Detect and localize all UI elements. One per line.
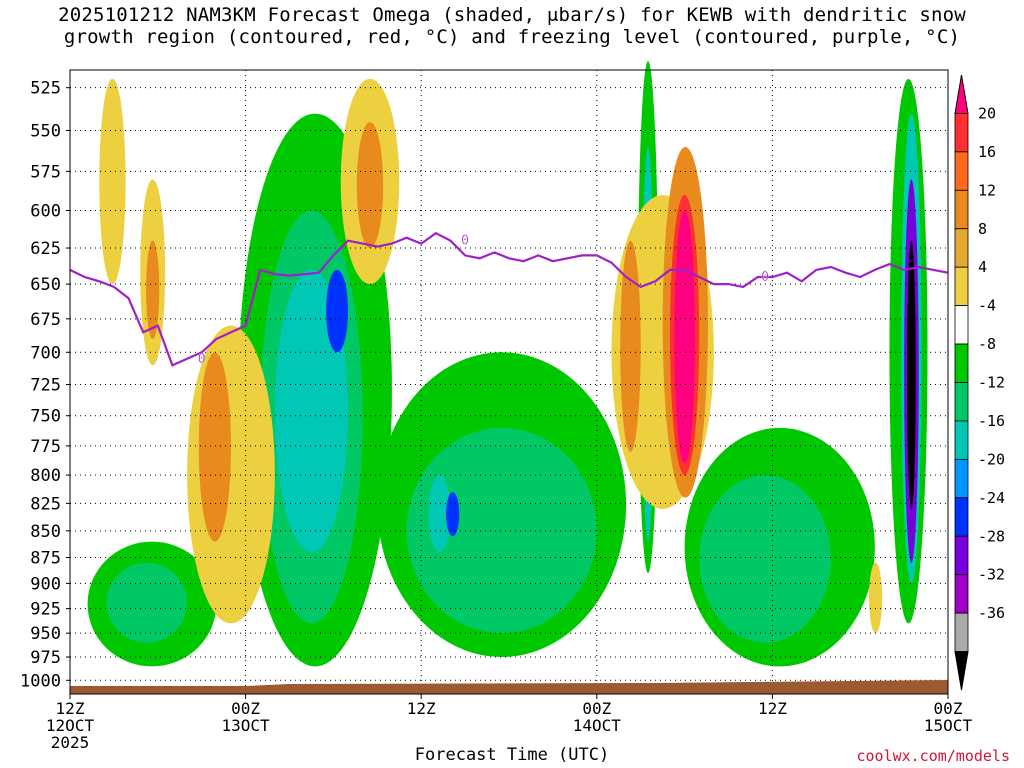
y-tick-label: 750: [30, 407, 61, 427]
y-tick-label: 775: [30, 437, 61, 457]
colorbar-label: 20: [978, 104, 996, 122]
y-tick-label: 950: [30, 624, 61, 644]
omega-shade: [428, 475, 451, 553]
colorbar-swatch: [954, 420, 969, 460]
y-tick-label: 875: [30, 548, 61, 568]
colorbar-swatch: [954, 189, 969, 230]
plot-frame: [69, 69, 949, 695]
colorbar-label: -16: [978, 412, 1005, 430]
y-tick-label: 550: [30, 121, 61, 141]
omega-shade: [699, 475, 831, 643]
x-tick-label: 12Z: [56, 699, 85, 718]
x-axis-title: Forecast Time (UTC): [414, 745, 610, 765]
x-tick-label: 00Z: [934, 699, 963, 718]
colorbar-label: -36: [978, 604, 1005, 622]
freezing-level-label: 0: [761, 270, 769, 285]
omega-shade: [406, 427, 597, 634]
colorbar-label: 8: [978, 220, 987, 238]
x-tick-label: 12OCT: [46, 716, 95, 735]
omega-shade: [868, 562, 883, 634]
x-tick-label: 2025: [51, 733, 90, 752]
y-tick-label: 675: [30, 310, 61, 330]
y-tick-label: 925: [30, 600, 61, 620]
y-tick-label: 525: [30, 79, 61, 99]
y-tick-label: 975: [30, 648, 61, 668]
freezing-level-label: 0: [461, 234, 469, 249]
colorbar-label: 12: [978, 181, 996, 199]
colorbar-label: -28: [978, 527, 1005, 545]
colorbar-label: -32: [978, 566, 1005, 584]
x-tick-label: 13OCT: [222, 716, 271, 735]
credit-link[interactable]: coolwx.com/models: [856, 747, 1010, 765]
colorbar-swatch: [954, 113, 969, 153]
colorbar-label: 4: [978, 258, 987, 276]
x-tick-label: 12Z: [407, 699, 436, 718]
y-tick-label: 625: [30, 239, 61, 259]
colorbar-label: -24: [978, 489, 1005, 507]
x-tick-label: 00Z: [231, 699, 260, 718]
omega-shade: [106, 562, 188, 643]
omega-shade: [620, 240, 641, 452]
y-tick-label: 575: [30, 162, 61, 182]
x-tick-label: 14OCT: [573, 716, 622, 735]
omega-shade: [99, 78, 126, 285]
omega-shade: [198, 352, 231, 542]
omega-shade: [674, 210, 695, 464]
colorbar-swatch: [954, 151, 969, 191]
omega-shade: [146, 240, 160, 340]
terrain-strip: [70, 680, 948, 694]
x-tick-label: 12Z: [758, 699, 787, 718]
colorbar-swatch: [954, 266, 969, 307]
chart-title: 2025101212 NAM3KM Forecast Omega (shaded…: [0, 4, 1024, 48]
colorbar-swatch: [954, 382, 969, 422]
x-tick-label: 15OCT: [924, 716, 973, 735]
omega-shade: [356, 122, 384, 249]
freezing-level-label: 0: [198, 352, 206, 367]
x-tick-label: 00Z: [582, 699, 611, 718]
title-line-2: growth region (contoured, red, °C) and f…: [63, 26, 961, 48]
colorbar-swatch: [954, 535, 969, 576]
omega-shade: [326, 269, 349, 353]
y-tick-label: 800: [30, 466, 61, 486]
title-line-1: 2025101212 NAM3KM Forecast Omega (shaded…: [58, 4, 966, 26]
y-tick-label: 725: [30, 376, 61, 396]
colorbar-label: -8: [978, 335, 996, 353]
y-tick-label: 825: [30, 494, 61, 514]
colorbar-label: -20: [978, 450, 1005, 468]
y-tick-label: 850: [30, 522, 61, 542]
colorbar-swatch: [954, 228, 969, 268]
y-tick-label: 900: [30, 574, 61, 594]
freezing-level-line: [69, 231, 949, 367]
y-tick-label: 700: [30, 343, 61, 363]
colorbar-swatch: [954, 74, 969, 114]
colorbar-swatch: [954, 574, 969, 614]
colorbar-swatch: [954, 305, 969, 345]
colorbar-label: 16: [978, 143, 996, 161]
y-tick-label: 650: [30, 275, 61, 295]
colorbar-swatch: [954, 497, 969, 537]
y-tick-label: 1000: [20, 671, 61, 691]
colorbar-swatch: [954, 343, 969, 383]
colorbar-swatch: [954, 458, 969, 499]
colorbar-swatch: [954, 651, 969, 691]
y-tick-label: 600: [30, 201, 61, 221]
colorbar-label: -4: [978, 297, 996, 315]
omega-shade: [446, 492, 460, 537]
colorbar-label: -12: [978, 374, 1005, 392]
omega-shade: [907, 240, 916, 509]
colorbar-swatch: [954, 612, 969, 652]
